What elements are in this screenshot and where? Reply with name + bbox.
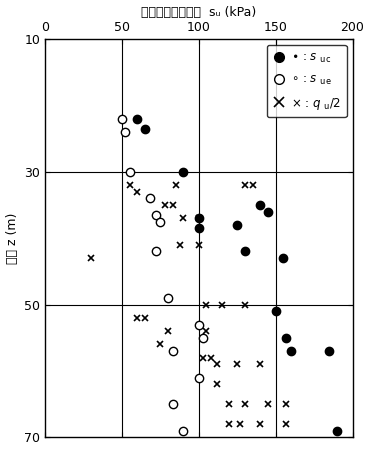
- X-axis label: 非排水せん断強度  sᵤ (kPa): 非排水せん断強度 sᵤ (kPa): [141, 5, 256, 18]
- Legend: $\bullet$ : $\mathit{s}\ _\mathrm{uc}$, $\circ$ : $\mathit{s}\ _\mathrm{ue}$, $\: $\bullet$ : $\mathit{s}\ _\mathrm{uc}$, …: [267, 45, 347, 117]
- Y-axis label: 深さ z (m): 深さ z (m): [6, 212, 18, 264]
